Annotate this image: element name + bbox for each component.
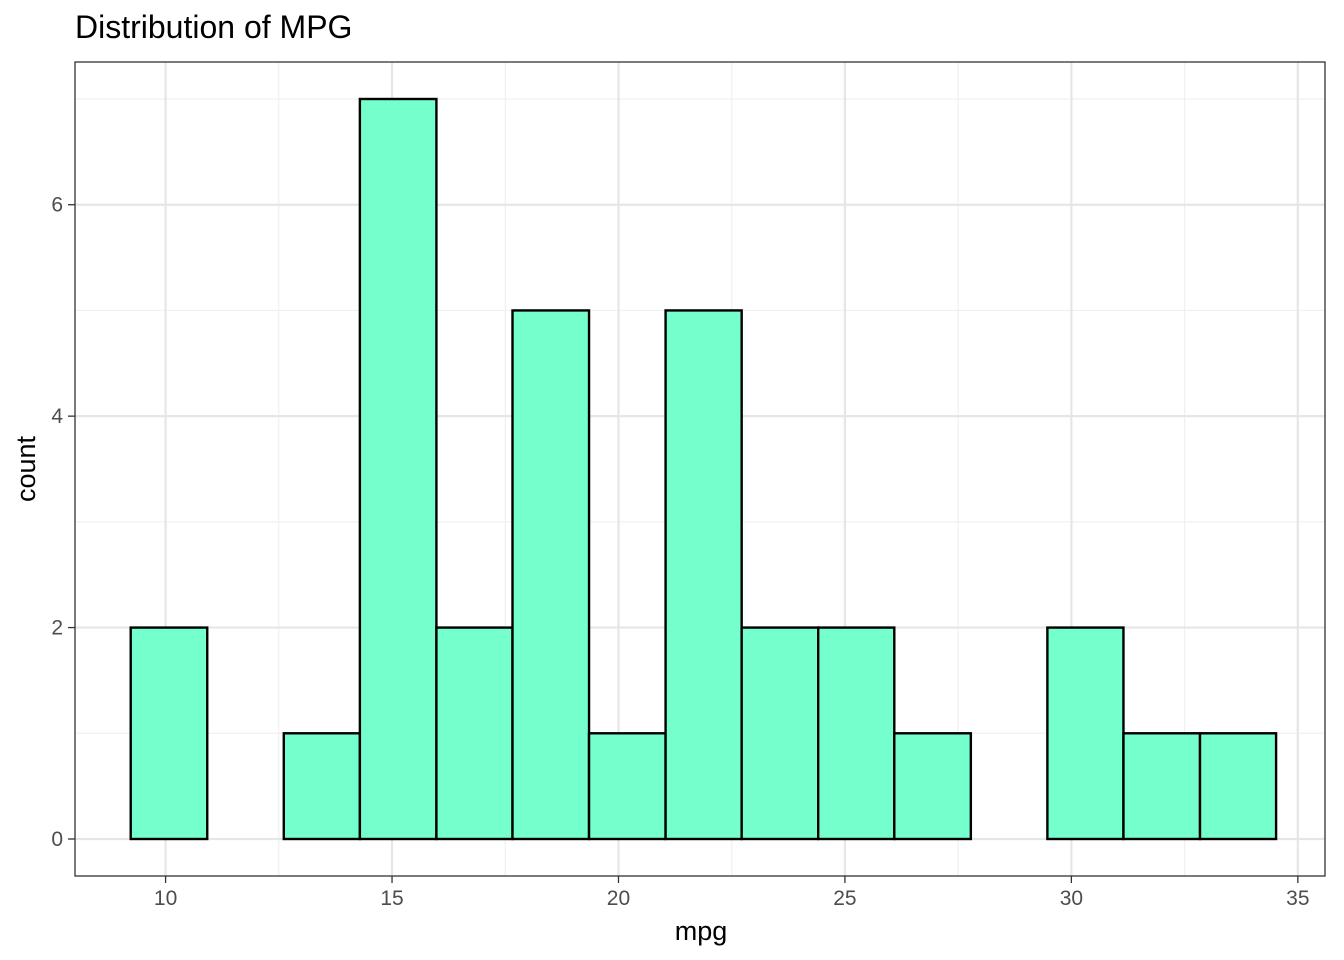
x-tick-label: 35 (1286, 887, 1309, 910)
histogram-bar (282, 732, 362, 841)
y-tick-label: 0 (51, 828, 63, 851)
histogram-bar (893, 732, 973, 841)
y-tick-label: 6 (51, 194, 63, 217)
histogram-bar (1122, 732, 1202, 841)
x-tick-label: 10 (154, 887, 177, 910)
histogram-bar (664, 309, 743, 841)
x-axis-ticks: 10 15 20 25 30 35 (154, 876, 1310, 910)
y-axis-title: count (11, 435, 41, 502)
histogram-bar (435, 626, 514, 841)
x-tick-label: 30 (1060, 887, 1083, 910)
x-tick-label: 20 (607, 887, 630, 910)
histogram-bar (129, 626, 209, 841)
histogram-bars (129, 97, 1278, 841)
x-tick-label: 25 (833, 887, 856, 910)
chart-title: Distribution of MPG (75, 9, 352, 45)
histogram-bar (358, 97, 438, 841)
histogram-bar (587, 732, 667, 841)
histogram-bar (511, 309, 591, 841)
histogram-bar (1046, 626, 1125, 841)
y-tick-label: 2 (51, 617, 63, 640)
panel-border (74, 61, 1326, 877)
y-tick-label: 4 (51, 405, 63, 428)
histogram-bar (1198, 732, 1278, 841)
y-axis-ticks: 0 2 4 6 (51, 194, 75, 851)
x-tick-label: 15 (380, 887, 403, 910)
histogram-bar (817, 626, 896, 841)
histogram-bar (740, 626, 820, 841)
x-axis-title: mpg (675, 916, 728, 946)
